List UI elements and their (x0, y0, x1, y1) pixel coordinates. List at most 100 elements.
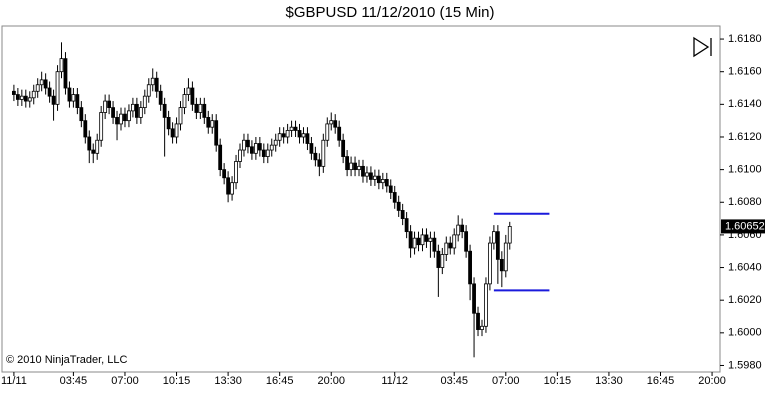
candle-body (83, 120, 88, 138)
y-tick-label: 1.6020 (728, 294, 762, 306)
candle-body (400, 210, 405, 219)
candle-body (119, 113, 123, 125)
candle-body (198, 103, 203, 113)
candle-body (186, 87, 191, 95)
candle-body (234, 161, 238, 184)
x-tick-label: 16:45 (647, 375, 675, 387)
candle-body (452, 234, 457, 249)
candle-body (95, 139, 100, 154)
candle-body (293, 126, 298, 131)
x-tick-label: 11/11 (1, 375, 27, 387)
candle-body (178, 107, 183, 125)
candle-body (416, 237, 421, 246)
candle-body (357, 165, 361, 171)
candle-body (301, 133, 306, 138)
candle-body (317, 159, 322, 167)
candle-body (123, 113, 127, 122)
candle-body (170, 128, 175, 138)
y-tick-label: 1.6080 (728, 196, 762, 208)
y-tick-label: 1.6120 (728, 131, 762, 143)
x-tick-label: 11/12 (381, 375, 408, 387)
candle-body (103, 100, 108, 113)
candle-body (456, 224, 461, 236)
candle-body (39, 79, 44, 86)
candle-body (313, 152, 318, 161)
candle-body (202, 103, 207, 118)
candle-body (250, 146, 254, 154)
candle-body (194, 103, 199, 113)
candle-body (115, 116, 119, 125)
candle-body (107, 100, 112, 109)
play-icon[interactable] (693, 36, 712, 58)
candle-body (361, 165, 365, 177)
candle-body (166, 116, 171, 130)
candle-body (43, 79, 48, 89)
candle-body (59, 58, 64, 73)
candle-body (432, 237, 437, 252)
candle-body (257, 143, 262, 151)
candle-body (305, 133, 310, 144)
candle-body (273, 139, 278, 146)
last-price-label: 1.60652 (725, 220, 765, 232)
candle-body (134, 103, 139, 118)
x-tick-label: 07:00 (111, 375, 139, 387)
plot-frame (1, 25, 721, 373)
candle-body (507, 226, 512, 244)
candle-body (392, 192, 397, 203)
candle-body (265, 149, 270, 157)
candle-body (210, 120, 215, 128)
candle-body (31, 90, 36, 99)
candle-body (75, 94, 80, 109)
copyright: © 2010 NinjaTrader, LLC (6, 354, 127, 366)
candle-body (448, 242, 453, 249)
candle-body (79, 107, 84, 122)
y-tick-label: 1.6140 (728, 98, 762, 110)
candle-body (99, 112, 104, 141)
y-tick-label: 1.6100 (728, 164, 762, 176)
candle-body (329, 120, 334, 125)
candle-body (162, 103, 167, 118)
y-tick-label: 1.5980 (728, 359, 762, 371)
candle-body (353, 162, 357, 171)
candle-body (19, 95, 24, 100)
y-tick-label: 1.6180 (728, 33, 762, 45)
candle-body (476, 312, 480, 330)
candle-body (67, 87, 72, 102)
candle-body (297, 130, 302, 138)
candle-body (35, 84, 40, 92)
candle-body (253, 143, 258, 154)
candle-body (51, 95, 56, 105)
candle-body (289, 126, 294, 131)
candle-body (325, 123, 330, 141)
candle-body (111, 107, 115, 118)
candle-body (384, 179, 389, 187)
candle-body (349, 162, 353, 171)
candle-body (480, 325, 484, 330)
candle-body (420, 234, 425, 246)
candle-body (408, 231, 413, 249)
y-tick-label: 1.6000 (728, 327, 762, 339)
x-tick-label: 10:15 (163, 375, 191, 387)
candle-body (321, 139, 326, 167)
candle-body (345, 156, 350, 171)
candle-body (499, 258, 504, 272)
candle-body (226, 177, 231, 195)
candle-body (146, 84, 151, 97)
x-tick-label: 20:00 (317, 375, 345, 387)
candle-body (484, 283, 488, 327)
candle-body (150, 77, 155, 86)
candle-body (174, 123, 179, 138)
candle-body (495, 231, 500, 260)
candle-body (91, 149, 96, 154)
candle-body (444, 242, 449, 255)
candle-body (27, 97, 32, 102)
candle-body (281, 133, 286, 138)
candle-body (222, 169, 227, 179)
chart-title: $GBPUSD 11/12/2010 (15 Min) (286, 4, 495, 21)
candle-body (138, 107, 143, 118)
candle-body (154, 77, 159, 92)
candle-body (15, 94, 20, 100)
candle-body (460, 224, 465, 233)
last-price-box (721, 219, 765, 234)
